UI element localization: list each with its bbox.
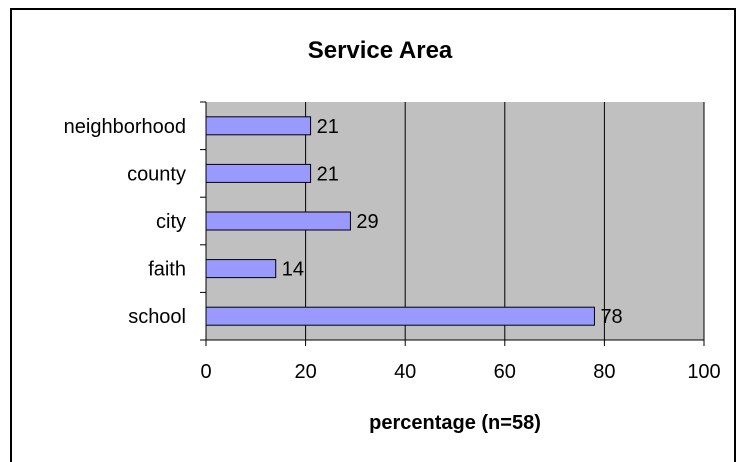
x-tick-label: 80 <box>593 361 615 383</box>
x-tick-label: 60 <box>494 361 516 383</box>
bar-city <box>205 211 351 231</box>
category-label: county <box>127 163 186 185</box>
category-label: city <box>156 211 186 233</box>
bar-county <box>205 163 312 183</box>
data-label: 21 <box>317 163 339 185</box>
data-label: 78 <box>600 306 622 328</box>
category-label: school <box>128 306 186 328</box>
bar-faith <box>205 259 277 279</box>
x-tick-label: 40 <box>394 361 416 383</box>
category-label: neighborhood <box>64 116 186 138</box>
data-label: 21 <box>317 116 339 138</box>
bar-school <box>205 306 595 326</box>
plot-area: 0 20 40 60 80 100 neighborhood 21 county 21 city 29… <box>64 101 721 383</box>
x-tick-label: 100 <box>687 361 720 383</box>
x-tick-label: 0 <box>200 361 211 383</box>
category-label: faith <box>148 259 186 281</box>
chart-title: Service Area <box>308 37 453 64</box>
x-tick-label: 20 <box>294 361 316 383</box>
bar-neighborhood <box>205 116 312 136</box>
data-label: 29 <box>356 211 378 233</box>
x-axis-label: percentage (n=58) <box>369 412 541 434</box>
data-label: 14 <box>282 259 304 281</box>
